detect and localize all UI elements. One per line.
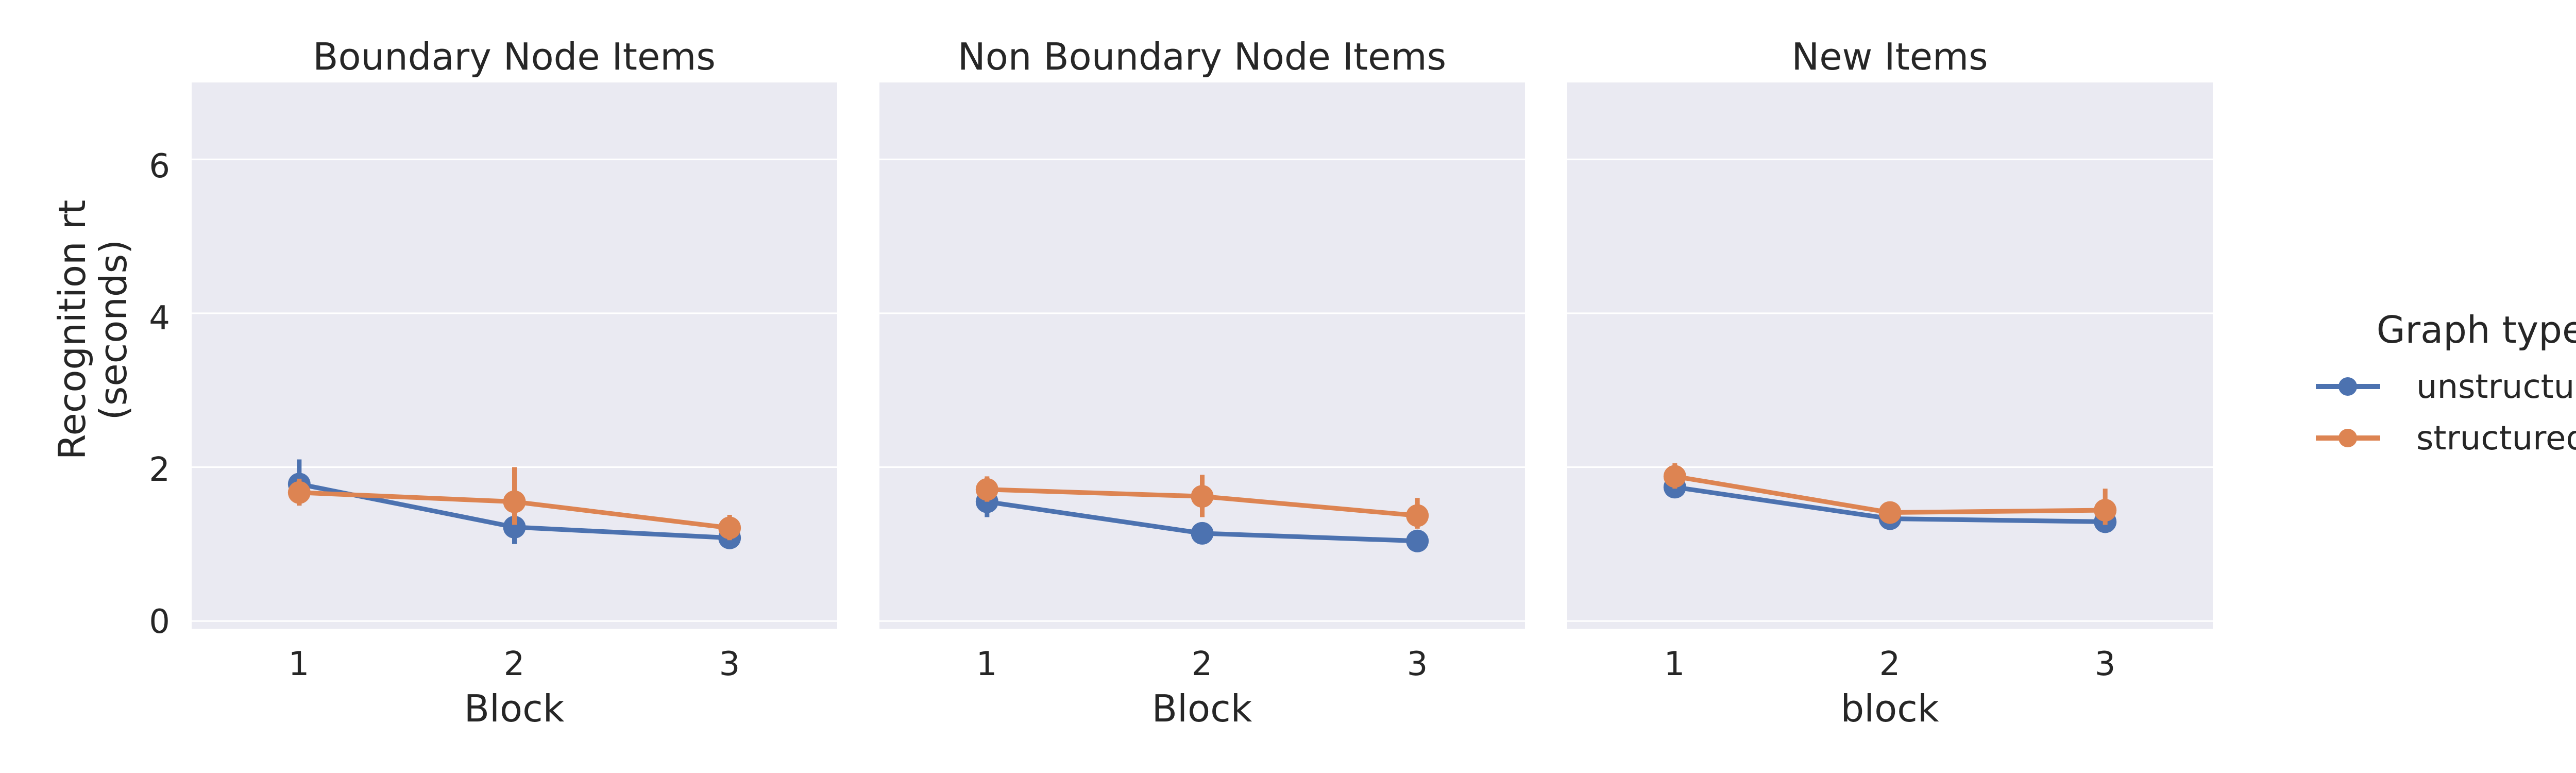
y-axis-label: Recognition rt (seconds) [50, 200, 135, 460]
data-point-unstructured [1191, 522, 1214, 545]
legend-marker-unstructured [2338, 377, 2357, 396]
panel-new-items: New Items 1 2 3 block [1567, 35, 2213, 730]
panel-boundary-node-items: Boundary Node Items 1 2 3 Block [192, 35, 837, 730]
data-point-unstructured [503, 515, 526, 539]
x-axis-label: block [1840, 687, 1939, 730]
x-tick-label: 2 [1879, 645, 1901, 683]
data-point-structured [1191, 485, 1214, 508]
y-axis-label-line-2: (seconds) [92, 240, 135, 420]
legend-marker-structured [2338, 429, 2357, 447]
data-point-structured [1406, 504, 1429, 527]
data-point-structured [287, 481, 311, 504]
x-tick-label: 3 [2095, 645, 2116, 683]
legend-label-structured: structured [2416, 419, 2576, 458]
panel-marks [1663, 463, 2117, 533]
panel-marks [975, 475, 1429, 552]
panel-marks [287, 459, 741, 549]
legend-title: Graph type [2377, 308, 2576, 351]
panel-title: New Items [1791, 35, 1988, 78]
data-point-unstructured [1406, 529, 1429, 552]
data-point-structured [975, 478, 998, 501]
y-tick-label: 6 [149, 147, 170, 186]
x-tick-label: 2 [1192, 645, 1213, 683]
gridlines [879, 158, 1525, 622]
data-point-structured [718, 516, 741, 540]
x-tick-label: 1 [1664, 645, 1685, 683]
y-tick-label: 4 [149, 299, 170, 338]
x-tick-label: 2 [504, 645, 525, 683]
panel-title: Non Boundary Node Items [958, 35, 1446, 78]
y-tick-labels: 0 2 4 6 [149, 147, 170, 641]
x-axis-label: Block [464, 687, 565, 730]
y-tick-label: 0 [149, 603, 170, 641]
panel-background [879, 82, 1525, 629]
y-tick-label: 2 [149, 451, 170, 489]
panel-title: Boundary Node Items [313, 35, 716, 78]
x-axis-label: Block [1152, 687, 1252, 730]
x-tick-label: 3 [719, 645, 740, 683]
data-point-structured [1663, 465, 1686, 488]
data-point-structured [2094, 499, 2117, 522]
x-tick-label: 1 [289, 645, 310, 683]
panel-background [192, 82, 837, 629]
legend-label-unstructured: unstructured [2416, 368, 2576, 406]
data-point-structured [1878, 501, 1902, 524]
x-tick-label: 1 [976, 645, 997, 683]
panel-non-boundary-node-items: Non Boundary Node Items 1 2 3 Block [879, 35, 1525, 730]
y-axis-label-line-1: Recognition rt [50, 200, 94, 460]
panel-background [1567, 82, 2213, 629]
x-tick-label: 3 [1407, 645, 1428, 683]
data-point-structured [503, 490, 526, 513]
legend: Graph type unstructured structured [2316, 308, 2576, 458]
